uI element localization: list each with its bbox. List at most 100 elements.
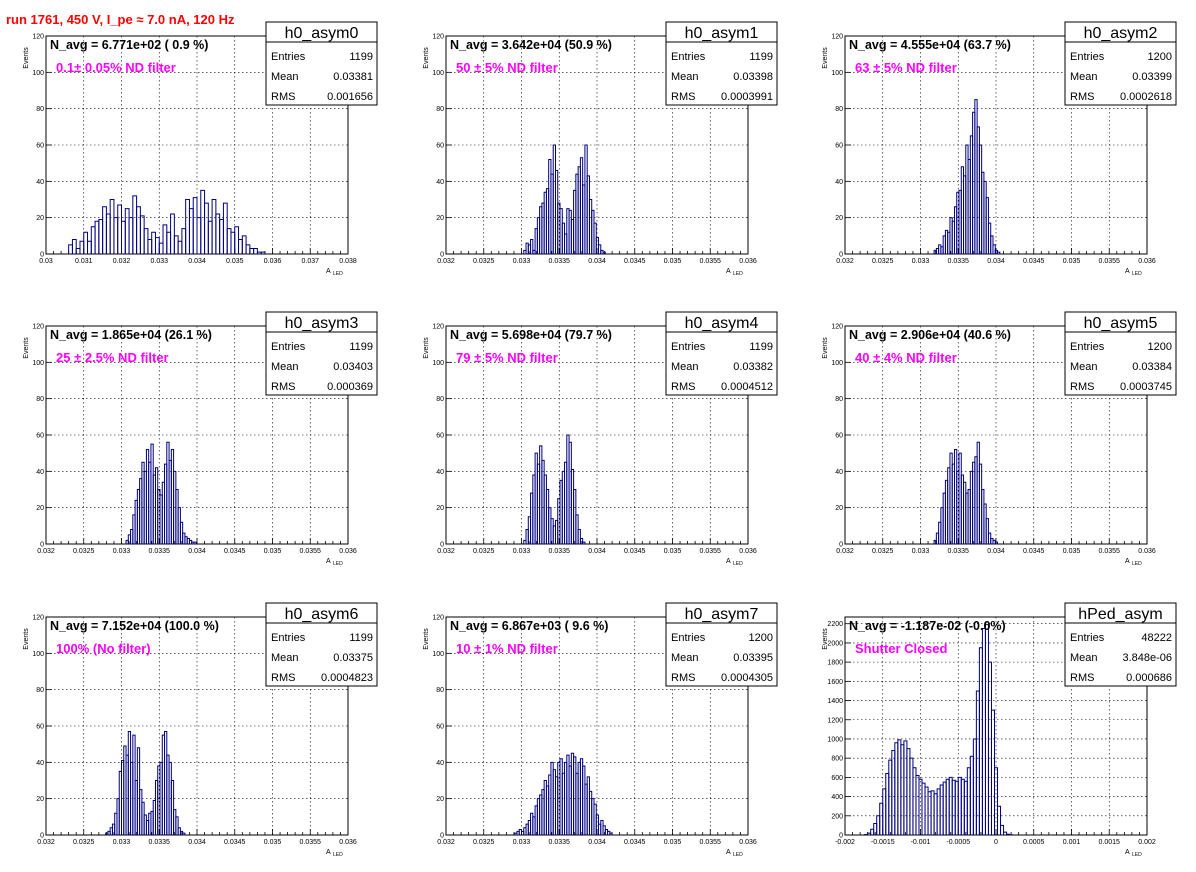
x-tick-label: 0.0345	[624, 548, 646, 555]
stat-rms-label: RMS	[271, 381, 295, 393]
y-tick-label: 120	[432, 34, 444, 41]
y-tick-label: 100	[831, 70, 843, 77]
x-tick-label: 0.034	[188, 548, 206, 555]
y-tick-label: 40	[436, 760, 444, 767]
x-tick-label: 0.0345	[1023, 258, 1045, 265]
histogram-bin	[609, 832, 613, 835]
x-tick-label: 0.0355	[1099, 258, 1121, 265]
histogram-bin	[113, 217, 119, 254]
x-tick-label: 0.036	[339, 839, 357, 846]
y-tick-label: 20	[835, 505, 843, 512]
x-tick-label: 0.0325	[872, 548, 894, 555]
y-tick-label: 80	[835, 396, 843, 403]
y-tick-label: 80	[36, 396, 44, 403]
filter-annotation: 79 ± 5% ND filter	[456, 350, 558, 365]
histogram-bin	[234, 226, 240, 254]
histogram-bars	[105, 730, 186, 835]
x-tick-label: 0.033	[113, 839, 131, 846]
stat-mean-value: 0.03399	[1132, 71, 1172, 83]
histogram-bars	[523, 144, 606, 254]
y-tick-label: 40	[436, 179, 444, 186]
histogram-bin	[602, 251, 606, 254]
stats-box	[265, 41, 378, 106]
histogram-bin	[154, 237, 160, 254]
histogram-bin	[226, 228, 232, 254]
x-tick-label: 0.001	[1063, 839, 1081, 846]
y-tick-label: 100	[32, 70, 44, 77]
x-tick-label: 0.0325	[872, 258, 894, 265]
histogram-panel-h0_asym5: 0.032 0.0325 0.033 0.0335 0.034 0.0345 0.035 0.…	[822, 311, 1177, 567]
y-tick-label: 1400	[827, 698, 843, 705]
histogram-panel-h0_asym4: 0.032 0.0325 0.033 0.0335 0.034 0.0345 0.035 0.…	[423, 311, 778, 567]
navg-label: N_avg = 6.867e+03 ( 9.6 %)	[450, 619, 608, 633]
x-tick-label: 0.032	[37, 548, 55, 555]
histogram-name: h0_asym4	[685, 315, 759, 332]
histogram-panel-h0_asym1: 0.032 0.0325 0.033 0.0335 0.034 0.0345 0.035 0.…	[423, 21, 778, 277]
y-axis-title: Events	[23, 337, 30, 359]
stats-box	[665, 41, 778, 106]
x-tick-label: 0.0345	[624, 839, 646, 846]
run-title: run 1761, 450 V, I_pe ≈ 7.0 nA, 120 Hz	[6, 12, 235, 27]
stat-entries-value: 1200	[749, 632, 773, 644]
y-tick-label: 100	[831, 360, 843, 367]
y-tick-label: 20	[36, 215, 44, 222]
histogram-bin	[170, 780, 175, 835]
y-tick-label: 120	[32, 324, 44, 331]
y-axis-title: Events	[822, 337, 829, 359]
stat-mean-label: Mean	[1070, 652, 1098, 664]
histogram-bin	[182, 832, 186, 835]
x-tick-label: 0.0325	[473, 839, 495, 846]
stat-mean-label: Mean	[271, 71, 299, 83]
histogram-bin	[147, 238, 153, 254]
stat-entries-label: Entries	[1070, 341, 1105, 353]
y-tick-label: 2200	[827, 621, 843, 628]
histogram-bin	[102, 206, 107, 254]
histogram-bin	[204, 202, 209, 254]
stat-mean-value: 0.03381	[333, 71, 373, 83]
y-tick-label: 40	[36, 760, 44, 767]
stat-rms-value: 0.0002618	[1120, 91, 1172, 103]
histogram-bin	[1003, 831, 1008, 835]
histogram-bin	[215, 213, 221, 254]
histogram-name: hPed_asym	[1078, 606, 1163, 623]
stat-mean-label: Mean	[671, 652, 699, 664]
y-tick-label: 60	[835, 143, 843, 150]
y-tick-label: 0	[40, 542, 44, 549]
stat-entries-label: Entries	[271, 51, 306, 63]
histogram-name: h0_asym7	[685, 606, 759, 623]
histogram-bin	[143, 228, 149, 254]
histogram-bin	[598, 244, 602, 254]
x-tick-label: 0.032	[37, 839, 55, 846]
histogram-panel-h0_asym2: 0.032 0.0325 0.033 0.0335 0.034 0.0345 0.035 0.…	[822, 21, 1177, 277]
histogram-bin	[105, 213, 111, 254]
histogram-name: h0_asym6	[285, 606, 359, 623]
stat-entries-label: Entries	[271, 632, 306, 644]
histogram-name: h0_asym3	[285, 315, 359, 332]
x-axis-title: A	[326, 849, 331, 856]
stat-mean-value: 0.03398	[733, 71, 773, 83]
histogram-bin	[158, 242, 164, 254]
stat-entries-value: 1199	[749, 341, 773, 353]
stat-entries-label: Entries	[671, 51, 706, 63]
x-tick-label: 0.033	[513, 548, 531, 555]
stats-box	[1064, 41, 1177, 106]
histogram-bin	[136, 206, 141, 254]
x-tick-label: 0.035	[264, 548, 282, 555]
x-tick-label: 0.0005	[1023, 839, 1045, 846]
y-tick-label: 20	[436, 215, 444, 222]
histogram-bin	[132, 195, 138, 254]
histogram-bin	[249, 248, 255, 254]
y-tick-label: 0	[440, 542, 444, 549]
histogram-bin	[241, 235, 247, 254]
x-tick-label: 0.0345	[1023, 548, 1045, 555]
y-tick-label: 20	[436, 796, 444, 803]
x-tick-label: 0.0335	[149, 839, 171, 846]
x-tick-label: 0.035	[664, 839, 682, 846]
x-tick-label: 0.036	[739, 548, 757, 555]
x-tick-label: 0.035	[264, 839, 282, 846]
stat-entries-value: 1199	[749, 51, 773, 63]
histogram-bin	[193, 541, 197, 544]
y-tick-label: 40	[835, 179, 843, 186]
stat-mean-label: Mean	[671, 361, 699, 373]
